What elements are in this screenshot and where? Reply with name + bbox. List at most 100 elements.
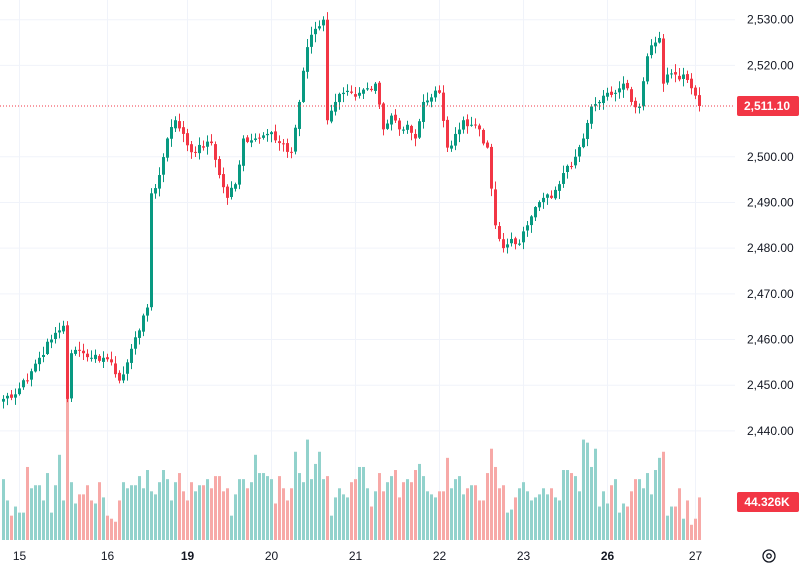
volume-bar: [362, 466, 365, 540]
settings-icon[interactable]: [762, 549, 776, 563]
volume-bar: [498, 488, 501, 540]
candle-body: [594, 104, 597, 106]
candle-body: [250, 140, 253, 143]
y-tick-label: 2,440.00: [747, 424, 794, 438]
volume-bar: [558, 500, 561, 540]
candle-body: [682, 74, 685, 79]
volume-bar: [602, 491, 605, 540]
candle-body: [374, 83, 377, 91]
candle-body: [398, 120, 401, 130]
volume-bar: [610, 485, 613, 540]
volume-bar: [374, 491, 377, 540]
candle-body: [134, 337, 137, 349]
candles: [2, 12, 701, 409]
candle-body: [418, 121, 421, 138]
volume-bar: [530, 500, 533, 540]
volume-bar: [10, 515, 13, 540]
volume-bar: [658, 457, 661, 540]
candle-body: [326, 19, 329, 121]
price-axis[interactable]: 2,530.00 2,520.00 2,500.00 2,490.00 2,480.00…: [747, 13, 794, 438]
volume-bar: [450, 488, 453, 540]
candle-body: [266, 133, 269, 136]
volume-bar: [554, 497, 557, 540]
candle-body: [166, 138, 169, 158]
volume-bar: [122, 482, 125, 540]
volume-bar: [318, 451, 321, 540]
last-price-label: 2,511.10: [744, 99, 790, 113]
volume-bar: [198, 485, 201, 540]
candle-body: [506, 244, 509, 248]
volume-bar: [166, 479, 169, 540]
volume-bar: [654, 470, 657, 540]
candle-body: [110, 359, 113, 363]
candle-body: [18, 388, 21, 395]
candle-body: [334, 101, 337, 112]
volume-bar: [494, 466, 497, 540]
candle-body: [502, 239, 505, 249]
candle-body: [370, 88, 373, 91]
candle-body: [38, 357, 41, 365]
volume-bar: [462, 494, 465, 540]
gridlines: [0, 0, 735, 540]
candle-body: [670, 73, 673, 75]
volume-bar: [182, 491, 185, 540]
candle-body: [162, 157, 165, 175]
candle-body: [238, 164, 241, 185]
candle-body: [126, 362, 129, 374]
volume-bar: [390, 476, 393, 540]
volume-bar: [662, 451, 665, 540]
candle-body: [42, 354, 45, 357]
candle-body: [98, 355, 101, 361]
volume-bar: [642, 488, 645, 540]
volume-bar: [66, 397, 69, 540]
volume-bar: [110, 518, 113, 540]
volume-bar: [82, 494, 85, 540]
volume-bar: [310, 479, 313, 540]
candle-body: [294, 127, 297, 152]
candle-body: [6, 395, 9, 399]
candle-body: [234, 184, 237, 189]
volume-bar: [98, 482, 101, 540]
volume-bar: [58, 454, 61, 540]
volume-bar: [522, 482, 525, 540]
volume-bar: [538, 494, 541, 540]
volume-bar: [46, 473, 49, 540]
volume-bar: [514, 497, 517, 540]
candle-body: [170, 127, 173, 139]
y-tick-label: 2,530.00: [747, 13, 794, 27]
candle-body: [286, 143, 289, 152]
candle-body: [102, 357, 105, 362]
volume-bar: [86, 485, 89, 540]
candle-body: [230, 187, 233, 197]
candle-body: [666, 74, 669, 83]
candle-body: [118, 372, 121, 381]
candle-body: [154, 188, 157, 194]
volume-bar: [458, 476, 461, 540]
candle-body: [106, 357, 109, 360]
volume-bar: [142, 488, 145, 540]
candle-body: [74, 349, 77, 354]
volume-badge: 44.326K: [737, 492, 799, 512]
volume-bar: [486, 473, 489, 540]
x-tick-label: 20: [265, 549, 279, 563]
time-axis[interactable]: 15 16 19 20 21 22 23 26 27: [13, 549, 703, 563]
volume-bar: [186, 500, 189, 540]
candle-body: [494, 189, 497, 226]
volume-bar: [194, 491, 197, 540]
volume-bar: [70, 482, 73, 540]
x-tick-label: 21: [349, 549, 363, 563]
candle-body: [622, 83, 625, 90]
volume-bar: [294, 451, 297, 540]
x-tick-label: 23: [517, 549, 531, 563]
volume-bar: [246, 488, 249, 540]
volume-bar: [222, 491, 225, 540]
volume-bar: [74, 503, 77, 540]
candle-body: [542, 197, 545, 203]
candle-body: [242, 138, 245, 166]
candle-body: [470, 124, 473, 126]
volume-bar: [694, 518, 697, 540]
candle-body: [178, 121, 181, 129]
candle-body: [198, 144, 201, 154]
